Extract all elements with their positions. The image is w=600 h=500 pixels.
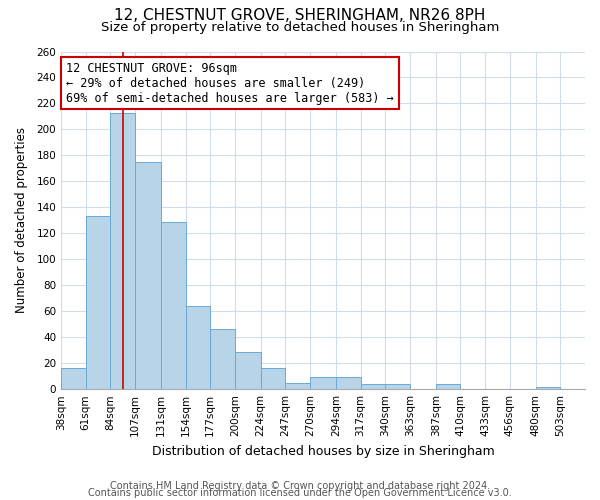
Bar — [185, 306, 210, 389]
Bar — [210, 330, 235, 389]
Bar — [235, 352, 260, 389]
Bar — [61, 368, 86, 389]
Text: 12 CHESTNUT GROVE: 96sqm
← 29% of detached houses are smaller (249)
69% of semi-: 12 CHESTNUT GROVE: 96sqm ← 29% of detach… — [66, 62, 394, 104]
Bar — [336, 378, 361, 389]
Text: 12, CHESTNUT GROVE, SHERINGHAM, NR26 8PH: 12, CHESTNUT GROVE, SHERINGHAM, NR26 8PH — [115, 8, 485, 22]
Bar — [361, 384, 385, 389]
Bar — [436, 384, 460, 389]
Bar — [260, 368, 286, 389]
Text: Contains public sector information licensed under the Open Government Licence v3: Contains public sector information licen… — [88, 488, 512, 498]
Text: Size of property relative to detached houses in Sheringham: Size of property relative to detached ho… — [101, 21, 499, 34]
Bar — [135, 162, 161, 389]
Bar — [110, 112, 135, 389]
Bar — [385, 384, 410, 389]
Y-axis label: Number of detached properties: Number of detached properties — [15, 128, 28, 314]
Bar — [536, 386, 560, 389]
Bar — [161, 222, 185, 389]
Bar — [86, 216, 110, 389]
Bar — [310, 378, 336, 389]
X-axis label: Distribution of detached houses by size in Sheringham: Distribution of detached houses by size … — [152, 444, 494, 458]
Text: Contains HM Land Registry data © Crown copyright and database right 2024.: Contains HM Land Registry data © Crown c… — [110, 481, 490, 491]
Bar — [286, 382, 310, 389]
